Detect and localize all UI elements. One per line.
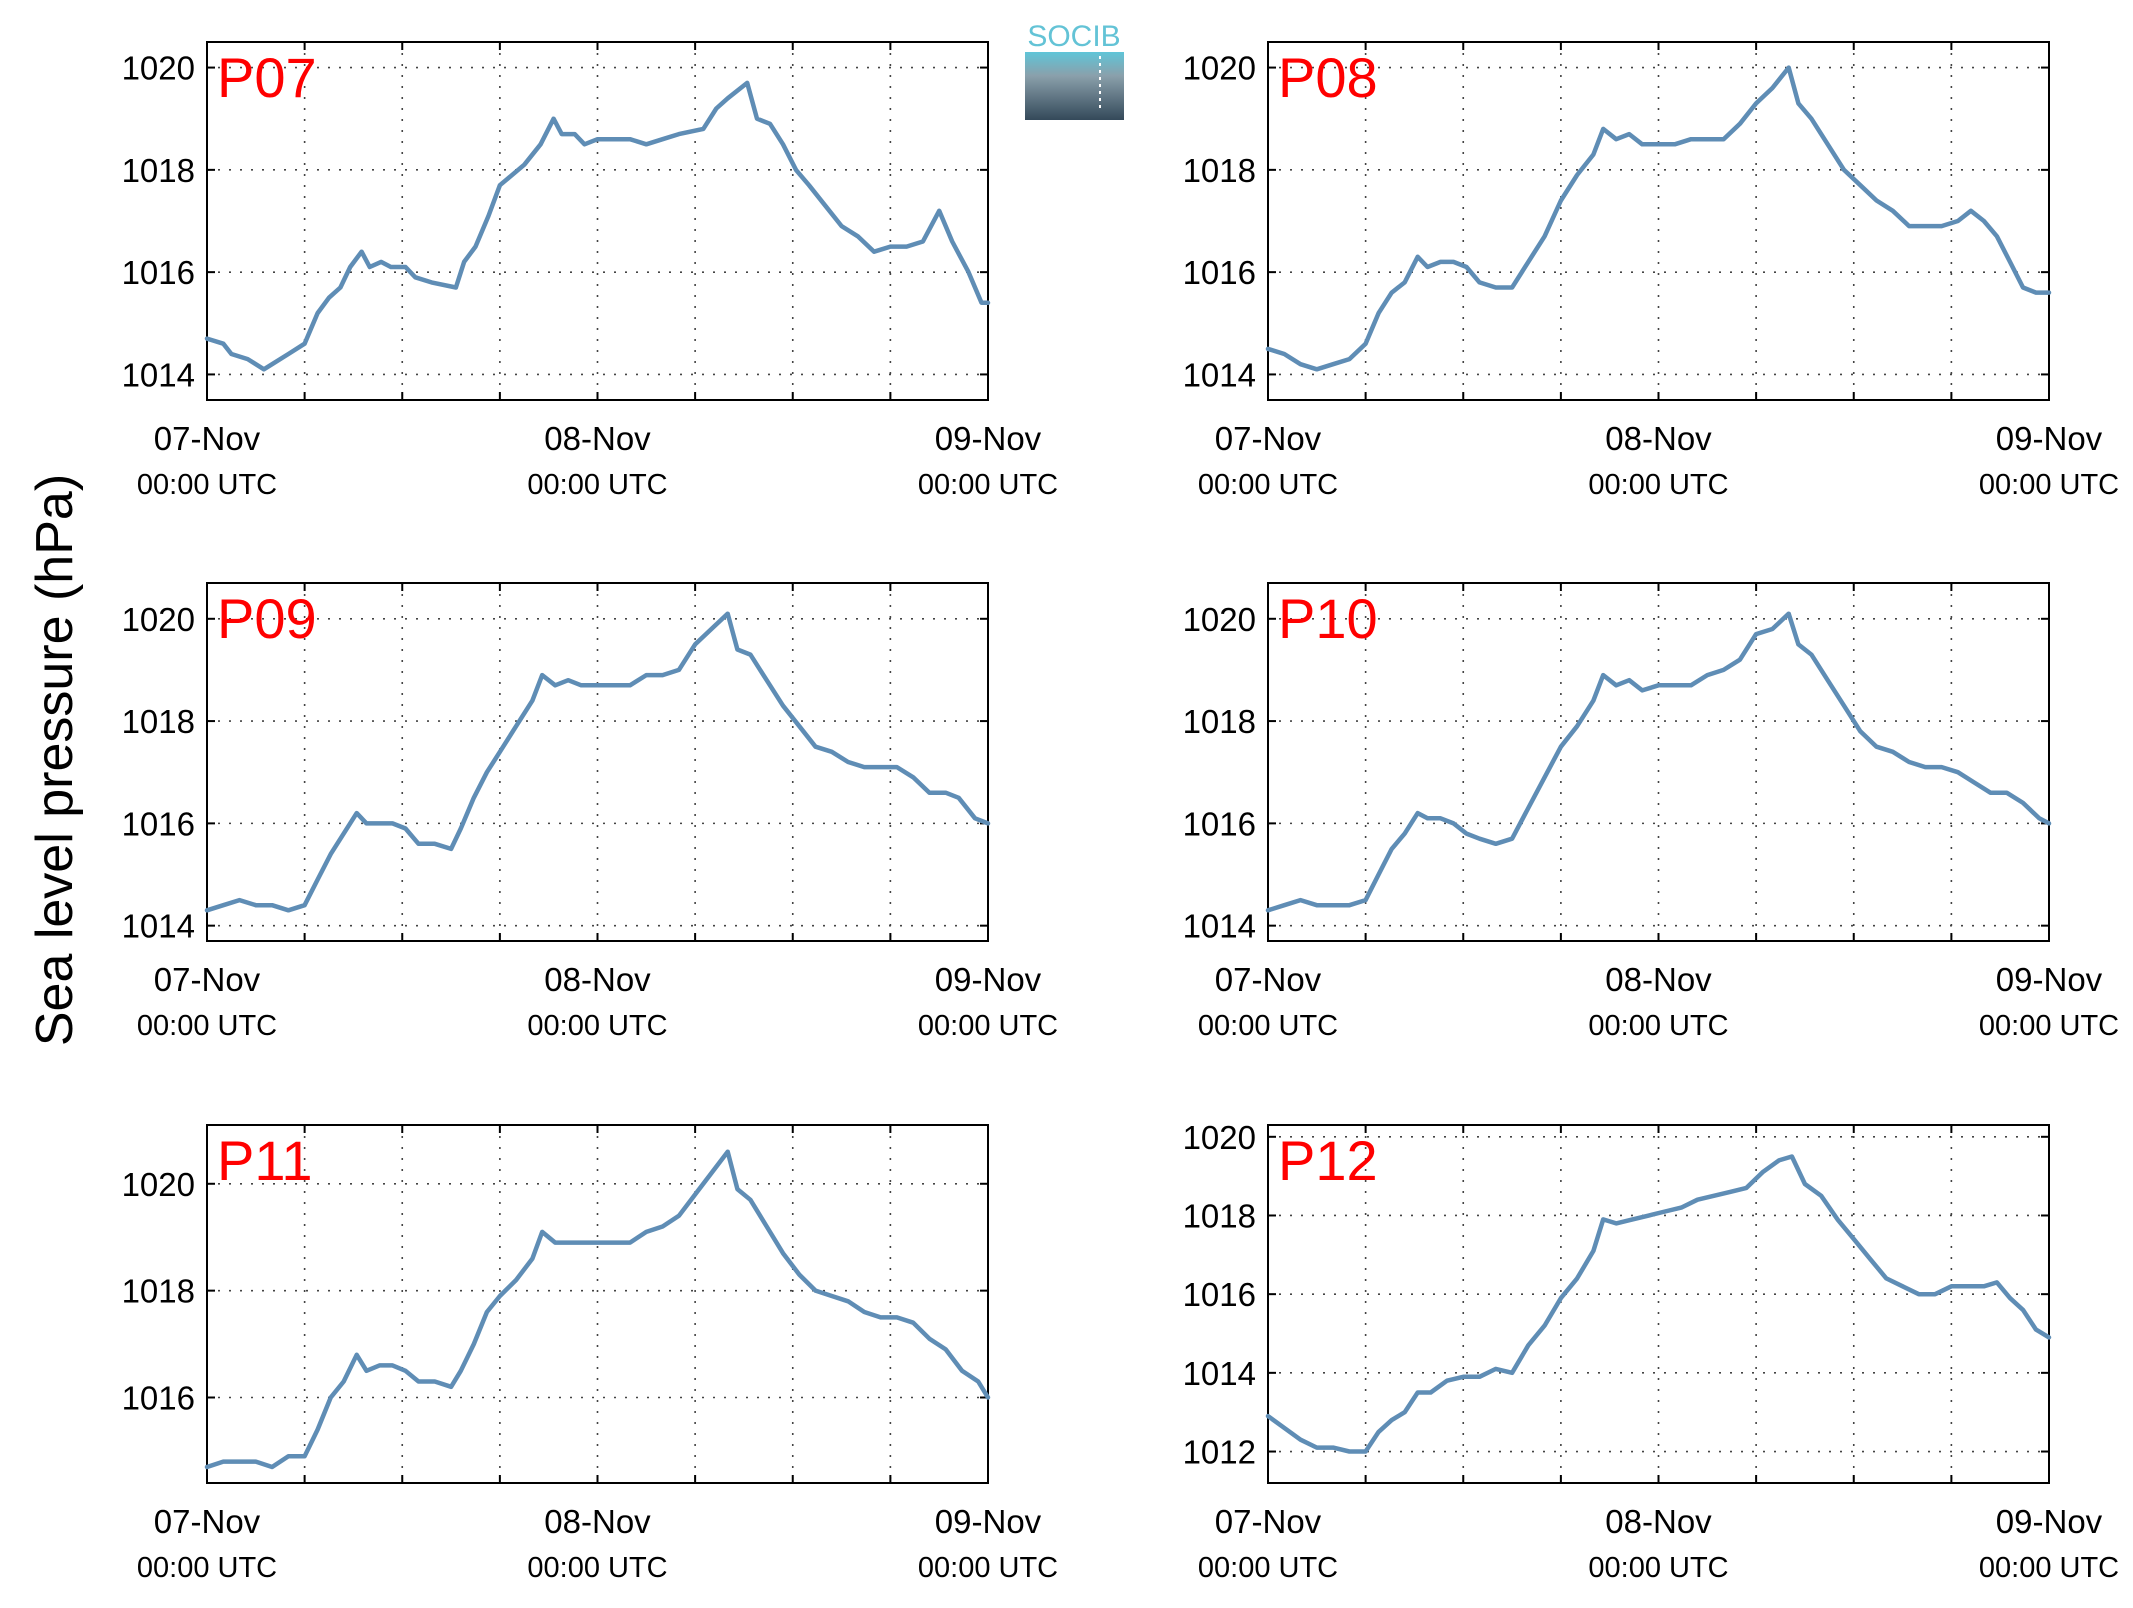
- y-tick-label: 1018: [1183, 1197, 1256, 1234]
- chart-panel-p09: 1014 1016 1018 1020 07-Nov 00:00 UTC 08-Nov 00:…: [122, 582, 1058, 1042]
- y-tick-label: 1014: [122, 356, 195, 393]
- x-tick-sublabel: 00:00 UTC: [1198, 1010, 1338, 1042]
- x-tick-label: 07-Nov: [154, 961, 261, 998]
- y-tick-label: 1016: [122, 254, 195, 291]
- x-tick-label: 07-Nov: [1215, 1503, 1322, 1540]
- series-line-0: [1265, 1154, 2052, 1454]
- y-tick-label: 1018: [1183, 152, 1256, 189]
- x-tick-sublabel: 00:00 UTC: [137, 1552, 277, 1584]
- x-tick-label: 08-Nov: [544, 420, 651, 457]
- x-tick-sublabel: 00:00 UTC: [1979, 1552, 2119, 1584]
- chart-panel-p11: 1016 1018 1020 07-Nov 00:00 UTC 08-Nov 00:00 U…: [122, 1124, 1058, 1584]
- x-tick-label: 07-Nov: [1215, 420, 1322, 457]
- y-tick-label: 1020: [1183, 1119, 1256, 1156]
- x-tick-sublabel: 00:00 UTC: [918, 1010, 1058, 1042]
- series-line-0: [204, 80, 991, 372]
- y-tick-label: 1014: [1183, 908, 1256, 945]
- y-tick-label: 1020: [1183, 50, 1256, 87]
- figure-ylabel: Sea level pressure (hPa): [26, 474, 84, 1046]
- logo-emblem: [1025, 52, 1124, 120]
- panel-label: P10: [1278, 587, 1378, 650]
- x-tick-label: 07-Nov: [154, 1503, 261, 1540]
- series-line-0: [204, 611, 991, 913]
- panel-label: P11: [217, 1129, 312, 1192]
- y-tick-label: 1020: [122, 50, 195, 87]
- chart-panel-p10: 1014 1016 1018 1020 07-Nov 00:00 UTC 08-Nov 00:…: [1183, 582, 2119, 1042]
- charts-grid: 1014 1016 1018 1020 07-Nov 00:00 UTC 08-Nov 00:…: [122, 41, 2120, 1584]
- x-tick-sublabel: 00:00 UTC: [1979, 469, 2119, 501]
- x-tick-sublabel: 00:00 UTC: [918, 469, 1058, 501]
- x-tick-label: 08-Nov: [544, 961, 651, 998]
- x-tick-label: 09-Nov: [1996, 420, 2103, 457]
- x-tick-sublabel: 00:00 UTC: [527, 1552, 667, 1584]
- panel-label: P07: [217, 46, 317, 109]
- y-tick-label: 1016: [122, 805, 195, 842]
- chart-panel-p08: 1014 1016 1018 1020 07-Nov 00:00 UTC 08-Nov 00:…: [1183, 41, 2119, 501]
- panel-label: P12: [1278, 1129, 1378, 1192]
- y-tick-label: 1014: [122, 908, 195, 945]
- x-tick-label: 08-Nov: [1605, 420, 1712, 457]
- y-tick-label: 1012: [1183, 1434, 1256, 1471]
- panel-label: P09: [217, 587, 317, 650]
- y-tick-label: 1014: [1183, 1355, 1256, 1392]
- y-tick-label: 1016: [1183, 1276, 1256, 1313]
- logo-text: SOCIB: [1027, 20, 1120, 53]
- chart-panel-p12: 1012 1014 1016 1018 1020 07-Nov 00:00 UTC 08-No…: [1183, 1119, 2120, 1584]
- x-tick-sublabel: 00:00 UTC: [1588, 469, 1728, 501]
- y-tick-label: 1018: [122, 152, 195, 189]
- x-tick-sublabel: 00:00 UTC: [137, 469, 277, 501]
- series-line-0: [1265, 65, 2052, 372]
- y-tick-label: 1016: [1183, 805, 1256, 842]
- x-tick-label: 08-Nov: [1605, 961, 1712, 998]
- socib-logo: SOCIB: [1025, 20, 1124, 120]
- x-tick-label: 09-Nov: [1996, 1503, 2103, 1540]
- x-tick-sublabel: 00:00 UTC: [1198, 1552, 1338, 1584]
- y-tick-label: 1020: [122, 1166, 195, 1203]
- y-tick-label: 1020: [122, 601, 195, 638]
- y-tick-label: 1018: [122, 1273, 195, 1310]
- y-tick-label: 1016: [1183, 254, 1256, 291]
- y-tick-label: 1014: [1183, 356, 1256, 393]
- x-tick-label: 08-Nov: [544, 1503, 651, 1540]
- y-tick-label: 1016: [122, 1380, 195, 1417]
- x-tick-label: 09-Nov: [935, 1503, 1042, 1540]
- x-tick-label: 09-Nov: [935, 420, 1042, 457]
- chart-panel-p07: 1014 1016 1018 1020 07-Nov 00:00 UTC 08-Nov 00:…: [122, 41, 1058, 501]
- x-tick-label: 07-Nov: [1215, 961, 1322, 998]
- y-tick-label: 1018: [122, 703, 195, 740]
- panel-label: P08: [1278, 46, 1378, 109]
- x-tick-label: 07-Nov: [154, 420, 261, 457]
- x-tick-sublabel: 00:00 UTC: [1588, 1010, 1728, 1042]
- x-tick-sublabel: 00:00 UTC: [137, 1010, 277, 1042]
- x-tick-label: 09-Nov: [935, 961, 1042, 998]
- x-tick-label: 08-Nov: [1605, 1503, 1712, 1540]
- x-tick-sublabel: 00:00 UTC: [1979, 1010, 2119, 1042]
- x-tick-sublabel: 00:00 UTC: [527, 1010, 667, 1042]
- y-tick-label: 1018: [1183, 703, 1256, 740]
- series-line-0: [204, 1149, 991, 1470]
- y-tick-label: 1020: [1183, 601, 1256, 638]
- series-line-0: [1265, 611, 2052, 913]
- x-tick-sublabel: 00:00 UTC: [1588, 1552, 1728, 1584]
- x-tick-sublabel: 00:00 UTC: [918, 1552, 1058, 1584]
- x-tick-label: 09-Nov: [1996, 961, 2103, 998]
- x-tick-sublabel: 00:00 UTC: [527, 469, 667, 501]
- x-tick-sublabel: 00:00 UTC: [1198, 469, 1338, 501]
